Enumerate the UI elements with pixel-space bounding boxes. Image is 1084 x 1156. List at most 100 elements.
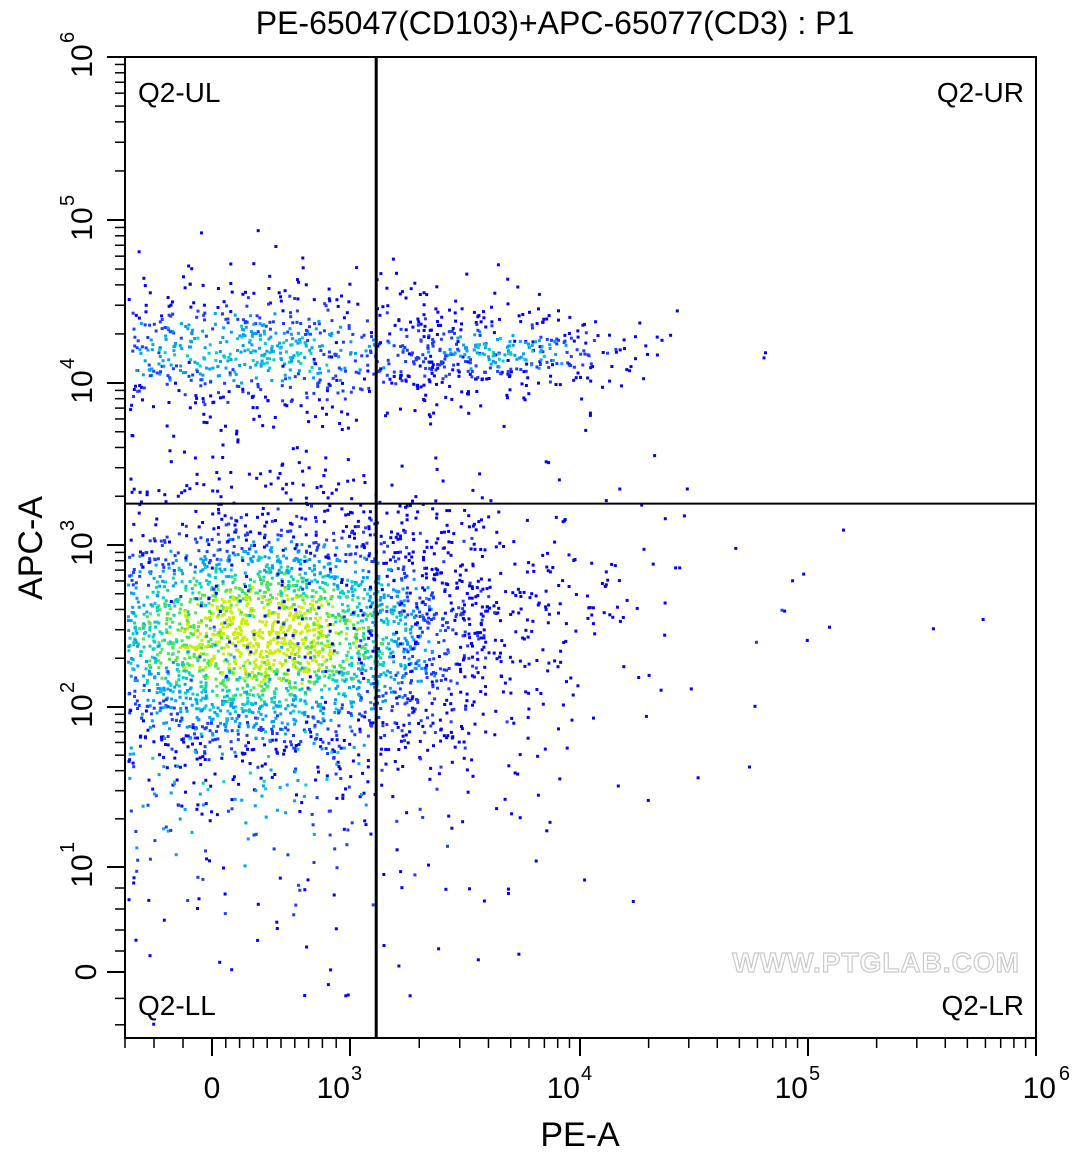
data-point xyxy=(134,830,138,833)
data-point xyxy=(554,515,558,519)
data-point xyxy=(339,630,343,634)
data-point xyxy=(328,504,332,508)
data-point xyxy=(338,663,342,667)
data-point xyxy=(415,623,419,627)
data-point xyxy=(127,645,131,649)
data-point xyxy=(253,543,256,547)
data-point xyxy=(369,612,372,616)
data-point xyxy=(212,587,216,591)
data-point xyxy=(370,629,374,633)
data-point xyxy=(289,315,293,319)
data-point xyxy=(143,359,147,363)
data-point xyxy=(127,583,131,587)
data-point xyxy=(584,341,588,345)
data-point xyxy=(292,589,296,593)
data-point xyxy=(204,694,208,698)
data-point xyxy=(143,735,147,739)
data-point xyxy=(156,687,160,690)
data-point xyxy=(346,828,350,832)
data-point xyxy=(319,484,323,488)
data-point xyxy=(162,699,166,703)
data-point xyxy=(230,729,234,733)
data-point xyxy=(427,336,431,340)
data-point xyxy=(284,811,288,815)
data-point xyxy=(490,324,494,328)
data-point xyxy=(216,364,220,368)
data-point xyxy=(282,322,285,325)
data-point xyxy=(299,404,303,408)
data-point xyxy=(254,789,258,792)
data-point xyxy=(273,611,277,615)
data-point xyxy=(308,325,311,329)
data-point xyxy=(537,381,540,385)
data-point xyxy=(219,634,223,638)
data-point xyxy=(422,335,426,339)
data-point xyxy=(246,596,250,600)
data-point xyxy=(620,384,623,388)
data-point xyxy=(229,310,233,314)
data-point xyxy=(186,615,190,619)
data-point xyxy=(202,803,205,807)
data-point xyxy=(267,662,271,665)
data-point xyxy=(174,559,178,562)
data-point xyxy=(245,619,249,623)
data-point xyxy=(298,567,302,571)
data-point xyxy=(161,706,165,710)
data-point xyxy=(243,349,247,353)
data-point xyxy=(349,712,353,716)
data-point xyxy=(522,396,526,400)
data-point xyxy=(362,663,366,667)
data-point xyxy=(129,408,133,412)
data-point xyxy=(228,590,232,594)
data-point xyxy=(390,381,394,385)
data-point xyxy=(192,626,196,630)
data-point xyxy=(359,387,362,391)
data-point xyxy=(317,606,321,610)
data-point xyxy=(379,618,383,622)
data-point xyxy=(508,340,512,344)
data-point xyxy=(534,594,538,598)
data-point xyxy=(161,563,165,567)
data-point xyxy=(282,554,286,558)
data-point xyxy=(201,521,205,524)
data-point xyxy=(184,706,188,710)
data-point xyxy=(391,541,395,544)
data-point xyxy=(403,572,406,575)
data-point xyxy=(434,368,438,372)
data-point xyxy=(237,594,241,598)
data-point xyxy=(463,603,466,607)
data-point xyxy=(292,646,296,650)
data-point xyxy=(335,651,339,655)
data-point xyxy=(360,671,364,675)
data-point xyxy=(216,287,220,290)
data-point xyxy=(545,337,549,341)
data-point xyxy=(462,610,466,614)
data-point xyxy=(479,589,483,593)
data-point xyxy=(201,397,205,401)
data-point xyxy=(479,320,483,324)
data-point xyxy=(204,645,208,649)
data-point xyxy=(188,580,192,583)
data-point xyxy=(181,676,185,680)
data-point xyxy=(325,363,329,367)
data-point xyxy=(479,404,483,408)
data-point xyxy=(506,349,510,353)
data-point xyxy=(286,571,290,575)
data-point xyxy=(237,608,241,612)
data-point xyxy=(206,538,209,542)
data-point xyxy=(545,565,549,569)
data-point xyxy=(153,656,157,660)
data-point xyxy=(468,361,472,365)
data-point xyxy=(279,628,283,632)
data-point xyxy=(295,613,299,617)
data-point xyxy=(240,381,244,385)
data-point xyxy=(484,656,488,660)
data-point xyxy=(279,534,283,537)
data-point xyxy=(205,565,209,569)
data-point xyxy=(263,342,267,345)
data-point xyxy=(210,566,214,570)
data-point xyxy=(634,335,637,339)
data-point xyxy=(135,869,139,873)
data-point xyxy=(342,746,346,750)
data-point xyxy=(246,296,250,300)
